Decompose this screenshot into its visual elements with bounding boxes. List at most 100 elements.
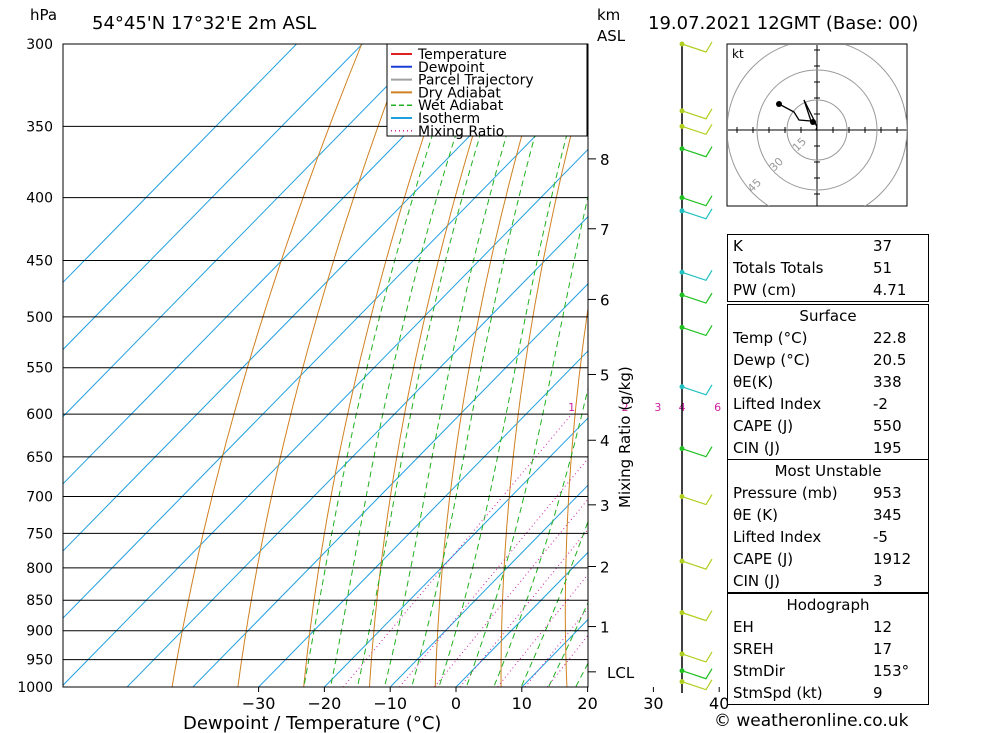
pressure-tick-label: 650 [26, 450, 53, 466]
temperature-tick-label: −10 [373, 694, 407, 713]
hodograph-unit: kt [732, 47, 744, 61]
background-lines [63, 26, 1000, 687]
pressure-tick-label: 750 [26, 526, 53, 542]
pressure-tick-label: 300 [26, 37, 53, 53]
isotherm-line [63, 148, 588, 686]
indices-table-surface: Surface Temp (°C) 22.8 Dewp (°C) 20.5 θE(K… [727, 304, 929, 460]
height-tick-label: 3 [600, 497, 610, 515]
index-row-k: K 37 [733, 237, 893, 255]
pressure-tick-label: 900 [26, 624, 53, 640]
hodograph-ring [786, 99, 848, 161]
wind-barb [681, 146, 713, 158]
wet-adiabat-line [411, 44, 562, 687]
wind-barb [681, 558, 713, 570]
x-axis-title: Dewpoint / Temperature (°C) [183, 713, 441, 733]
isotherm-line [323, 417, 588, 687]
wind-barb [681, 668, 713, 680]
mixing-ratio-label: 3 [654, 401, 661, 414]
dry-adiabat-line [500, 67, 588, 687]
isotherm-line [63, 44, 429, 418]
isotherm-line [192, 283, 588, 687]
pressure-tick-label: 700 [26, 490, 53, 506]
indices-table-hodograph: Hodograph EH 12 SREH 17 StmDir 153° StmSpd … [727, 593, 929, 705]
isotherm-line [389, 484, 588, 687]
surface-theta-e: θE(K) 338 [733, 373, 902, 391]
legend-entry: Dry Adiabat [418, 85, 501, 101]
legend-entry: Wet Adiabat [418, 98, 504, 114]
surface-header: Surface [799, 307, 857, 325]
temperature-tick-label: −30 [242, 694, 276, 713]
hodo-stmdir: StmDir 153° [733, 662, 910, 680]
hodograph-trace [778, 99, 818, 131]
mixing-ratio-label: 6 [714, 401, 721, 414]
hodograph-storm-point [810, 119, 816, 125]
wind-barb [681, 41, 713, 53]
most-unstable-header: Most Unstable [774, 462, 882, 480]
legend-entry: Dewpoint [418, 60, 485, 76]
hodograph-point [776, 101, 782, 107]
hodograph-header: Hodograph [786, 596, 870, 614]
location-title: 54°45'N 17°32'E 2m ASL [92, 13, 316, 34]
index-row-pw: PW (cm) 4.71 [728, 279, 928, 302]
wet-adiabat-line [356, 44, 510, 687]
pressure-tick-label: 350 [26, 119, 53, 135]
dry-adiabat-line [961, 26, 1000, 687]
legend-entry: Isotherm [418, 111, 480, 127]
pressure-tick-label: 450 [26, 254, 53, 270]
wet-adiabat-line [303, 44, 464, 687]
height-tick-label: 6 [600, 291, 610, 309]
temperature-axis-labels: −30 −20 −10 0 10 20 30 40 [242, 687, 729, 713]
mixing-ratio-axis-title: Mixing Ratio (g/kg) [616, 366, 634, 508]
wind-barb [681, 446, 713, 458]
datetime-title: 19.07.2021 12GMT (Base: 00) [648, 13, 918, 34]
isotherm-line [63, 44, 298, 284]
wind-barb [681, 108, 713, 120]
height-tick-label: 2 [600, 558, 610, 576]
height-unit-top: km [597, 6, 620, 24]
pressure-tick-label: 400 [26, 191, 53, 207]
pressure-tick-label: 800 [26, 561, 53, 577]
isotherm-line [455, 551, 588, 687]
temperature-tick-label: 0 [451, 694, 461, 713]
wind-barb [681, 651, 713, 663]
temperature-tick-label: 10 [512, 694, 532, 713]
wind-barb [681, 679, 713, 691]
height-tick-label: 1 [600, 619, 610, 637]
temperature-tick-label: 20 [577, 694, 597, 713]
index-row-totals: Totals Totals 51 [733, 259, 893, 277]
hodograph-ring [756, 69, 878, 191]
surface-temp: Temp (°C) 22.8 [733, 329, 907, 347]
wind-barb-marker [679, 123, 685, 129]
height-tick-label: 4 [600, 432, 610, 450]
height-unit-bottom: ASL [597, 27, 626, 45]
wind-barb [681, 269, 713, 282]
wind-barbs [679, 41, 713, 693]
wind-barb [681, 325, 713, 337]
height-axis: 8 7 6 5 4 3 2 1 LCL [588, 151, 635, 682]
wind-barb [681, 610, 713, 622]
legend-entry: Temperature [417, 47, 507, 63]
height-tick-label: 7 [600, 221, 610, 239]
pressure-tick-label: 950 [26, 653, 53, 669]
pressure-axis-labels: 300 350 400 450 500 550 600 650 700 750 800 850 900 9… [17, 37, 53, 696]
dewpoint-line [591, 44, 730, 687]
temperature-tick-label: 40 [709, 694, 729, 713]
surface-dewp: Dewp (°C) 20.5 [733, 351, 907, 369]
pressure-unit: hPa [30, 6, 57, 24]
wet-adiabat-line [438, 54, 588, 687]
mixing-ratio-line [399, 457, 588, 687]
mu-theta-e: θE (K) 345 [733, 506, 902, 524]
indices-table-most-unstable: Most Unstable Pressure (mb) 953 θE (K) 345… [727, 459, 929, 593]
wet-adiabat-line [383, 44, 535, 687]
wind-barb [681, 124, 713, 136]
wind-barb [681, 384, 713, 396]
hodo-eh: EH 12 [733, 618, 893, 636]
wind-barb [681, 195, 713, 207]
dry-adiabat-line [237, 44, 409, 687]
wind-barb [681, 494, 713, 506]
credit-link[interactable]: © weatheronline.co.uk [714, 711, 909, 731]
legend-entry: Mixing Ratio [418, 124, 504, 140]
isotherm-line [63, 44, 364, 351]
hodo-sreh: SREH 17 [733, 640, 893, 658]
